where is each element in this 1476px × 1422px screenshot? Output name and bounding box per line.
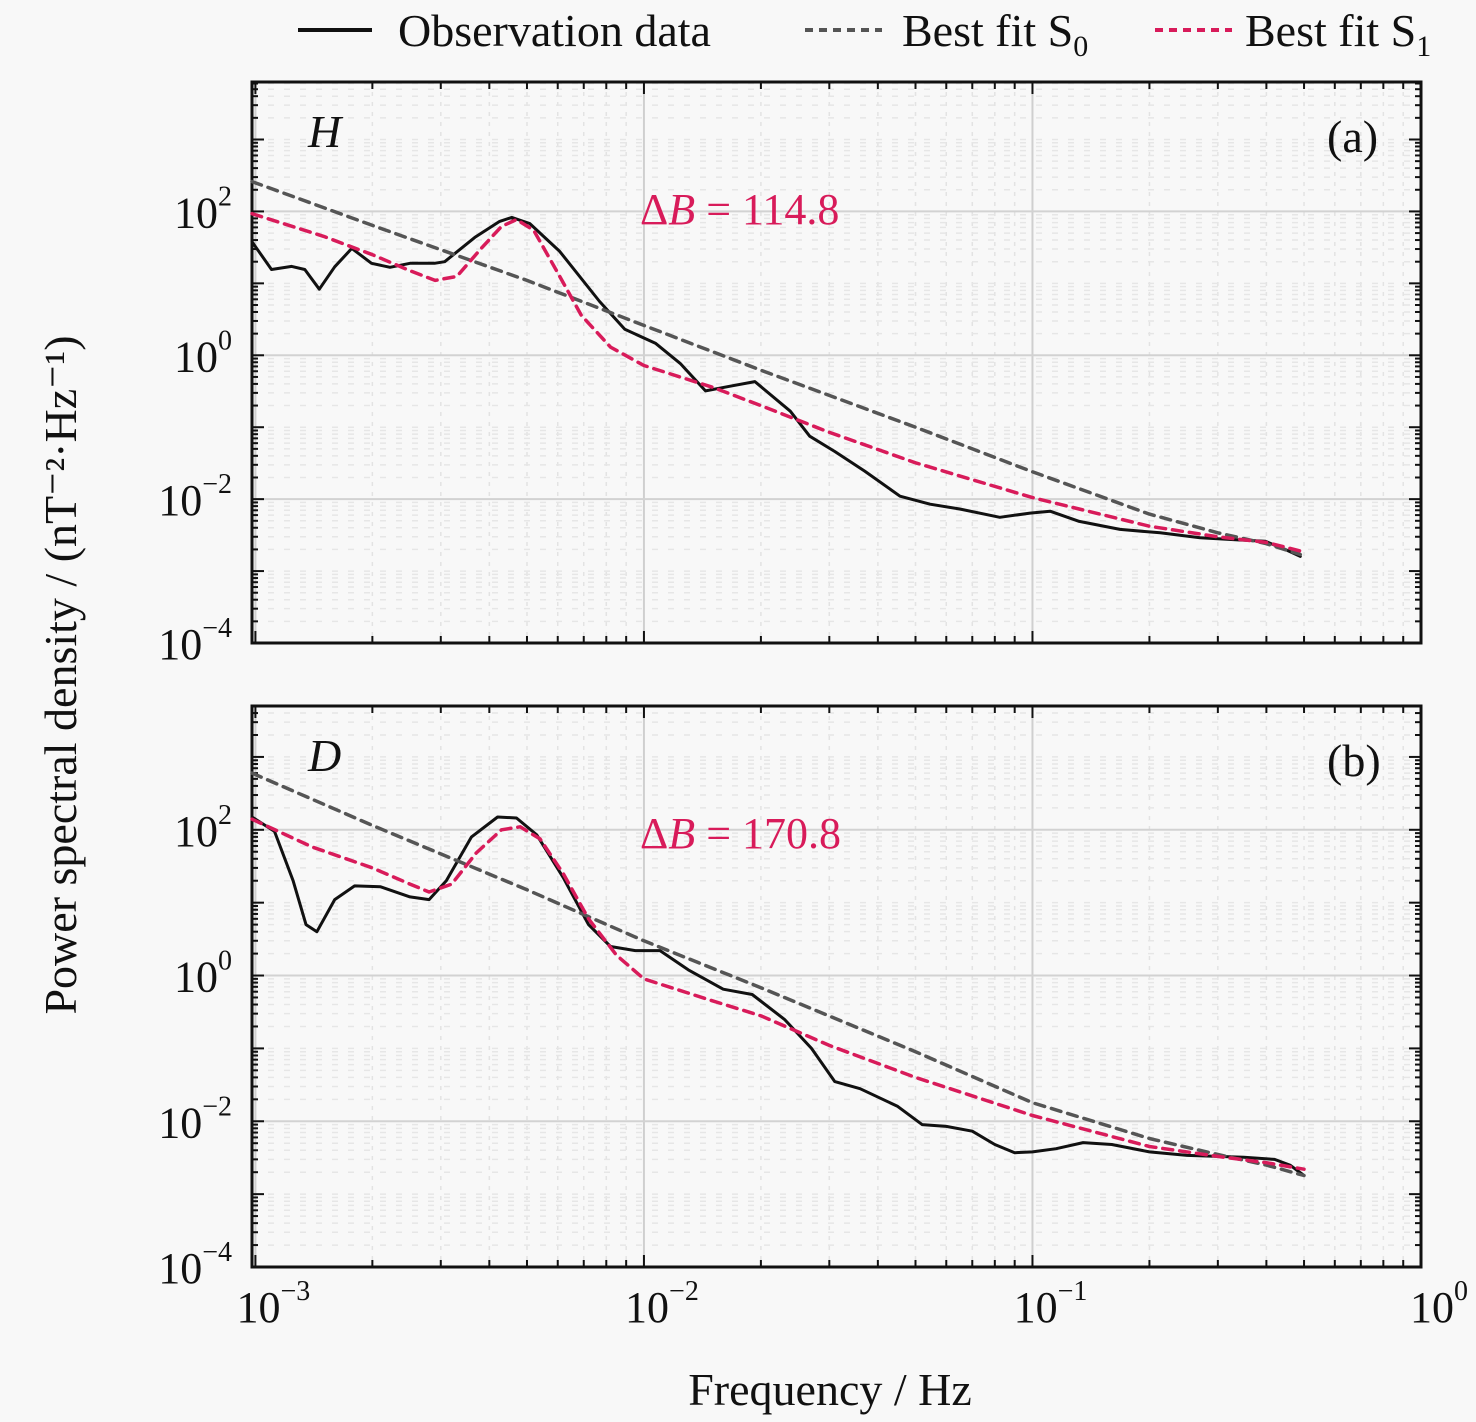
annotation-value: = 114.8 [695,185,839,234]
legend: Observation data Best fit S0 Best fit S1 [298,5,1431,63]
y-tick-label-base: 10 [158,1098,202,1147]
y-tick-label-exp: 2 [218,800,232,831]
y-tick-label-exp: −4 [202,1237,232,1268]
y-axis-title: Power spectral density / (nT⁻²·Hz⁻¹) [35,335,86,1014]
panel-tag: (a) [1327,111,1378,162]
annotation-value: = 170.8 [695,809,841,858]
y-tick-label: 10−4 [158,613,232,669]
axes-frame [250,80,1423,645]
series-line-s1 [250,817,1306,1171]
x-tick-label-base: 10 [237,1283,281,1332]
x-tick-label-base: 10 [1410,1283,1454,1332]
legend-label-s0: Best fit S0 [902,5,1088,63]
series-line-observation [250,815,1306,1177]
y-tick-label: 102 [174,800,232,856]
x-tick-label-exp: −1 [1058,1276,1088,1307]
annotation-delta: Δ [640,809,668,858]
component-label: H [307,106,344,157]
series-line-s1 [250,211,1303,553]
legend-label-s1-text: Best fit S [1245,5,1416,56]
y-tick-label-base: 10 [174,953,218,1002]
x-tick-label-base: 10 [1014,1283,1058,1332]
y-tick-label: 100 [174,325,232,381]
annotation-var: B [668,809,695,858]
y-tick-label-exp: −4 [202,613,232,644]
x-tick-label: 10−3 [237,1276,311,1332]
y-tick-label-base: 10 [158,476,202,525]
x-tick-labels: 10−3 10−2 10−1 100 [237,1276,1468,1332]
legend-label-s1: Best fit S1 [1245,5,1431,63]
series-line-observation [250,215,1302,558]
y-tick-label: 10−2 [158,469,232,525]
grid [252,82,1422,644]
panel-tag: (b) [1327,735,1381,786]
y-tick-label-base: 10 [158,620,202,669]
y-tick-label: 102 [174,181,232,237]
y-tick-label-exp: −2 [202,1091,232,1122]
component-label: D [307,730,341,781]
y-tick-label-base: 10 [174,332,218,381]
x-axis-title: Frequency / Hz [688,1364,972,1415]
x-tick-label-exp: 0 [1454,1276,1468,1307]
y-tick-label: 10−4 [158,1237,232,1293]
x-tick-label: 10−2 [625,1276,699,1332]
x-tick-label-exp: −3 [281,1276,311,1307]
annotation-delta: Δ [640,185,668,234]
annotation-var: B [668,185,695,234]
y-tick-label-exp: −2 [202,469,232,500]
legend-label-s0-sub: 0 [1073,30,1088,63]
axes-frame [250,704,1423,1269]
delta-b-annotation: ΔB = 114.8 [640,185,839,234]
legend-label-s1-sub: 1 [1416,30,1431,63]
legend-label-s0-text: Best fit S [902,5,1073,56]
y-tick-label-exp: 0 [218,946,232,977]
delta-b-annotation: ΔB = 170.8 [640,809,841,858]
legend-label-observation: Observation data [398,5,711,56]
y-tick-label-exp: 2 [218,181,232,212]
x-tick-label: 10−1 [1014,1276,1088,1332]
x-tick-label: 100 [1410,1276,1468,1332]
y-tick-label-base: 10 [158,1244,202,1293]
x-tick-label-exp: −2 [669,1276,699,1307]
y-tick-label: 10−2 [158,1091,232,1147]
y-tick-label-base: 10 [174,807,218,856]
y-tick-label-base: 10 [174,188,218,237]
x-tick-label-base: 10 [625,1283,669,1332]
y-tick-label: 100 [174,946,232,1002]
y-tick-label-exp: 0 [218,325,232,356]
series-line-s0 [250,179,1303,557]
